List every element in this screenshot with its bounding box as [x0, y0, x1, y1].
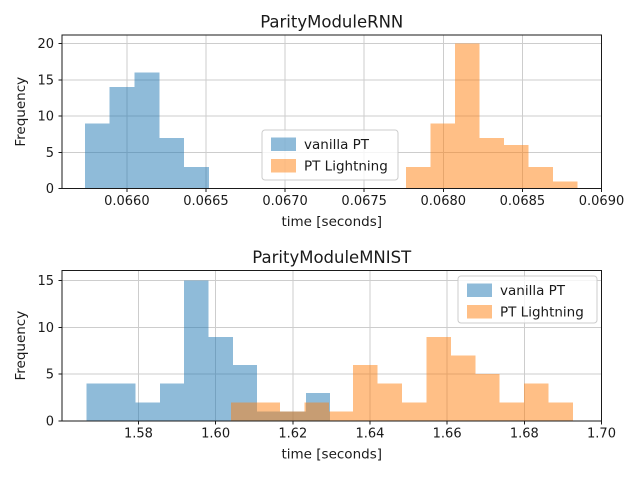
legend-swatch-pt-lightning [467, 305, 492, 319]
legend-label-pt-lightning: PT Lightning [304, 159, 388, 175]
x-tick-label: 0.0680 [421, 194, 467, 209]
x-tick-label: 0.0660 [104, 194, 150, 209]
histogram-bar-pt-lightning [552, 181, 578, 189]
legend-swatch-vanilla-pt [271, 137, 296, 151]
x-tick-label: 1.66 [433, 427, 462, 442]
histogram-bar-pt-lightning [377, 383, 403, 421]
x-tick-label: 1.68 [510, 427, 539, 442]
histogram-bar-vanilla-pt [159, 137, 185, 189]
y-tick-label: 20 [37, 37, 54, 52]
x-axis-label: time [seconds] [281, 447, 382, 463]
histogram-bar-vanilla-pt [184, 280, 209, 421]
y-tick-label: 10 [37, 110, 54, 125]
y-axis-label: Frequency [13, 77, 29, 147]
histogram-bar-pt-lightning [255, 402, 280, 421]
subplot-paritymodulernn: 0.0660 0.0665 0.0670 0.0675 0.0680 0.0685 0.06… [13, 13, 624, 231]
legend: vanilla PT PT Lightning [457, 275, 598, 324]
y-tick-label: 0 [46, 415, 54, 430]
histogram-bar-pt-lightning [479, 137, 504, 189]
y-axis-label: Frequency [13, 311, 29, 381]
x-tick-label: 0.0665 [183, 194, 229, 209]
histogram-bar-pt-lightning [304, 402, 329, 421]
x-tick-label: 1.60 [201, 427, 230, 442]
x-tick-label: 1.62 [278, 427, 307, 442]
legend-label-vanilla-pt: vanilla PT [500, 283, 566, 299]
histogram-bar-pt-lightning [548, 402, 574, 421]
x-tick-label: 1.64 [355, 427, 384, 442]
legend-swatch-pt-lightning [271, 159, 296, 173]
histogram-bar-vanilla-pt [84, 123, 110, 189]
y-tick-label: 5 [46, 146, 54, 161]
histogram-bar-vanilla-pt [208, 336, 233, 421]
legend-label-vanilla-pt: vanilla PT [304, 137, 370, 153]
y-tick-label: 15 [37, 73, 54, 88]
histogram-bar-pt-lightning [528, 166, 553, 189]
histogram-bar-pt-lightning [402, 402, 427, 421]
histogram-bar-pt-lightning [426, 336, 451, 421]
histogram-bar-vanilla-pt [135, 402, 160, 421]
y-tick-label: 15 [37, 274, 54, 289]
plot-frame [61, 34, 602, 189]
histogram-bar-vanilla-pt [184, 166, 209, 189]
x-tick-label: 0.0675 [341, 194, 387, 209]
histogram-bar-pt-lightning [503, 145, 529, 189]
histogram-bar-vanilla-pt [159, 383, 185, 421]
histogram-bar-pt-lightning [353, 364, 378, 421]
legend-swatch-vanilla-pt [467, 283, 492, 297]
histogram-bar-pt-lightning [328, 411, 354, 421]
histogram-bar-pt-lightning [231, 402, 256, 421]
y-tick-label: 0 [46, 182, 54, 197]
histogram-bar-vanilla-pt [109, 87, 135, 189]
series-vanilla-pt [84, 72, 209, 189]
histogram-bar-vanilla-pt [111, 383, 136, 421]
series-pt-lightning [231, 336, 574, 421]
histogram-bar-pt-lightning [430, 123, 455, 189]
legend-label-pt-lightning: PT Lightning [500, 305, 584, 321]
subplot-title: ParityModuleRNN [260, 13, 403, 32]
histogram-bar-pt-lightning [450, 355, 476, 421]
x-tick-label: 1.70 [587, 427, 616, 442]
histogram-bar-pt-lightning [454, 43, 480, 189]
histogram-bar-pt-lightning [475, 374, 500, 421]
x-tick-label: 0.0690 [579, 194, 625, 209]
y-tick-label: 10 [37, 321, 54, 336]
histogram-bar-pt-lightning [524, 383, 549, 421]
histogram-bar-pt-lightning [405, 166, 431, 189]
subplot-title: ParityModuleMNIST [252, 248, 412, 267]
x-tick-label: 1.58 [124, 427, 153, 442]
y-tick-label: 5 [46, 368, 54, 383]
series-pt-lightning [405, 43, 578, 189]
x-tick-label: 0.0685 [500, 194, 546, 209]
legend: vanilla PT PT Lightning [261, 129, 399, 181]
histogram-bar-pt-lightning [499, 402, 525, 421]
legend-box [457, 275, 598, 324]
x-tick-label: 0.0670 [262, 194, 308, 209]
plot-frame [61, 269, 602, 422]
histogram-bar-vanilla-pt [86, 383, 112, 421]
x-axis-label: time [seconds] [281, 214, 382, 230]
histogram-bar-pt-lightning [279, 411, 305, 421]
subplot-paritymodulemnist: 1.58 1.60 1.62 1.64 1.66 1.68 1.70 0 5 10 15 Parity… [13, 248, 616, 463]
histogram-bar-vanilla-pt [134, 72, 160, 189]
